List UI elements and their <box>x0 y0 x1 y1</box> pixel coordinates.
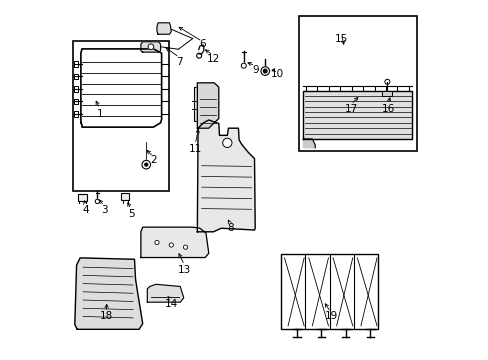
Circle shape <box>95 199 99 203</box>
Bar <box>193 87 203 121</box>
Bar <box>74 73 78 79</box>
Text: 15: 15 <box>334 34 347 44</box>
Text: 14: 14 <box>164 299 178 309</box>
Circle shape <box>263 69 266 73</box>
Text: 8: 8 <box>226 223 233 233</box>
Text: 11: 11 <box>188 144 202 154</box>
Circle shape <box>144 163 147 166</box>
Text: 18: 18 <box>100 311 113 321</box>
Text: 17: 17 <box>344 104 357 113</box>
Polygon shape <box>147 284 183 302</box>
Bar <box>74 111 78 117</box>
Text: 1: 1 <box>96 109 103 119</box>
Circle shape <box>169 243 173 247</box>
Text: 19: 19 <box>324 311 337 321</box>
Circle shape <box>148 44 153 50</box>
Circle shape <box>155 240 159 245</box>
Polygon shape <box>303 139 315 148</box>
Text: 9: 9 <box>251 65 258 75</box>
Bar <box>121 193 129 201</box>
Circle shape <box>142 160 150 169</box>
Circle shape <box>384 79 389 84</box>
Text: 2: 2 <box>150 156 156 165</box>
Text: 4: 4 <box>82 205 89 215</box>
Text: 3: 3 <box>101 205 107 215</box>
Polygon shape <box>197 120 255 232</box>
Bar <box>74 86 78 92</box>
Circle shape <box>222 138 231 148</box>
Polygon shape <box>197 83 218 128</box>
Circle shape <box>183 245 187 249</box>
Polygon shape <box>303 91 411 139</box>
Text: 16: 16 <box>381 104 394 113</box>
Bar <box>298 16 416 151</box>
Bar <box>78 194 86 202</box>
Polygon shape <box>141 227 208 257</box>
Text: 12: 12 <box>206 54 219 64</box>
Text: 5: 5 <box>128 209 134 219</box>
Bar <box>281 254 377 329</box>
Bar <box>382 91 391 96</box>
Text: 7: 7 <box>176 57 183 67</box>
Circle shape <box>241 63 246 68</box>
Polygon shape <box>157 23 171 34</box>
Bar <box>74 61 78 67</box>
Bar <box>73 41 169 191</box>
Text: 10: 10 <box>270 68 284 78</box>
Polygon shape <box>141 42 160 52</box>
Text: 13: 13 <box>178 265 191 275</box>
Bar <box>74 99 78 104</box>
Text: 6: 6 <box>199 39 205 49</box>
Polygon shape <box>75 258 142 329</box>
Circle shape <box>261 67 269 75</box>
